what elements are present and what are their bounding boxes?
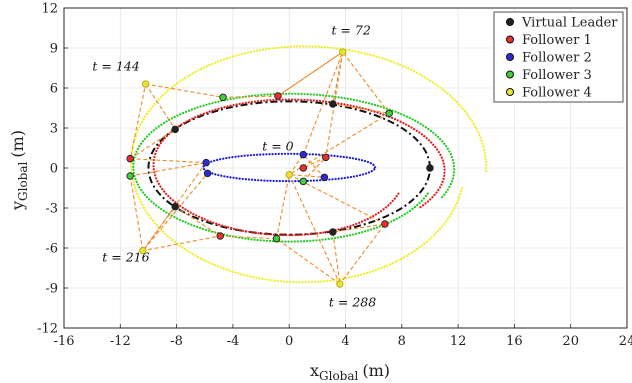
formation-markers-layer bbox=[126, 48, 434, 288]
marker-follower-2-t216 bbox=[202, 158, 210, 167]
legend-entry-follower-2: Follower 2 bbox=[506, 51, 592, 66]
x-tick-label: 16 bbox=[506, 334, 523, 349]
time-annotation: t = 288 bbox=[329, 295, 376, 310]
x-tick-label: -12 bbox=[110, 334, 131, 349]
legend-marker-follower-2 bbox=[506, 53, 514, 61]
y-axis-label-unit: (m) bbox=[8, 130, 27, 158]
svg-text:xGlobal(m): xGlobal (m) bbox=[310, 361, 390, 383]
y-axis-label-sub: Global bbox=[16, 161, 30, 200]
y-tick-label: -6 bbox=[45, 242, 58, 257]
legend-entry-follower-4: Follower 4 bbox=[506, 86, 592, 101]
legend-box bbox=[493, 11, 624, 103]
y-tick-label: -12 bbox=[37, 322, 58, 337]
time-annotation: t = 72 bbox=[331, 23, 370, 38]
trajectory-follower-3 bbox=[132, 92, 456, 243]
legend-label-virtual-leader: Virtual Leader bbox=[521, 16, 618, 31]
marker-virtual-leader-t288 bbox=[329, 228, 337, 236]
marker-follower-3-t72 bbox=[385, 109, 393, 118]
y-axis-label-var: y bbox=[8, 201, 27, 211]
marker-follower-4-t144 bbox=[141, 80, 150, 88]
x-axis-label-sub: Global bbox=[319, 369, 358, 383]
marker-follower-2-t0 bbox=[299, 150, 308, 159]
marker-follower-1-t0 bbox=[299, 164, 308, 172]
legend-marker-follower-4 bbox=[506, 88, 514, 96]
y-tick-label: 12 bbox=[41, 2, 58, 17]
x-tick-label: 4 bbox=[341, 334, 349, 349]
formation-link bbox=[220, 223, 387, 286]
marker-follower-1-t216 bbox=[216, 232, 224, 240]
time-annotation: t = 144 bbox=[92, 59, 139, 74]
legend-label-follower-1: Follower 1 bbox=[522, 33, 592, 48]
legend-marker-follower-3 bbox=[506, 70, 514, 79]
formation-link bbox=[142, 162, 209, 252]
x-tick-label: -8 bbox=[170, 334, 183, 349]
x-tick-label: 20 bbox=[562, 334, 579, 349]
y-tick-label: -9 bbox=[45, 282, 58, 297]
x-tick-label: 0 bbox=[285, 334, 293, 349]
legend-entry-follower-1: Follower 1 bbox=[506, 33, 592, 48]
legend-entry-follower-3: Follower 3 bbox=[506, 68, 592, 83]
x-tick-label: 12 bbox=[450, 334, 467, 349]
marker-virtual-leader-t72 bbox=[329, 100, 337, 108]
trajectory-follower-1 bbox=[152, 98, 446, 237]
trajectory-layer bbox=[130, 45, 488, 284]
x-tick-label: -4 bbox=[227, 334, 240, 349]
marker-follower-4-t216 bbox=[139, 247, 147, 255]
marker-virtual-leader-t144 bbox=[171, 125, 179, 134]
time-annotation: t = 0 bbox=[262, 139, 293, 154]
time-annotations: t = 72 t = 144 t = 0 t = 216 t = 288 bbox=[92, 23, 376, 310]
marker-virtual-leader-t0 bbox=[426, 164, 434, 172]
trajectory-follower-4 bbox=[130, 45, 488, 284]
marker-follower-3-t288 bbox=[272, 234, 281, 243]
legend-label-follower-2: Follower 2 bbox=[522, 51, 592, 66]
y-tick-label: 3 bbox=[50, 122, 58, 137]
x-tick-label: 24 bbox=[619, 334, 632, 349]
marker-follower-3-t216 bbox=[126, 172, 134, 180]
y-tick-label: 6 bbox=[50, 82, 58, 97]
formation-link bbox=[288, 153, 326, 178]
legend-marker-virtual-leader bbox=[506, 18, 514, 26]
marker-follower-4-t288 bbox=[336, 280, 344, 288]
legend-label-follower-3: Follower 3 bbox=[522, 68, 592, 83]
formation-link bbox=[129, 83, 176, 160]
time-annotation: t = 216 bbox=[102, 249, 149, 264]
x-axis-label-unit: (m) bbox=[362, 361, 390, 380]
x-axis-label: xGlobal (m) bbox=[310, 361, 390, 383]
marker-follower-3-t0 bbox=[299, 177, 308, 186]
legend-label-follower-4: Follower 4 bbox=[522, 86, 592, 101]
marker-follower-1-t288 bbox=[381, 220, 389, 228]
y-tick-label: 9 bbox=[50, 42, 58, 57]
trajectory-virtual-leader bbox=[147, 100, 431, 236]
x-tick-label: 8 bbox=[398, 334, 406, 349]
y-tick-label: 0 bbox=[50, 162, 58, 177]
x-axis-label-var: x bbox=[310, 361, 319, 380]
legend-entry-virtual-leader: Virtual Leader bbox=[506, 16, 618, 31]
svg-text:yGlobal(m): yGlobal (m) bbox=[8, 130, 30, 211]
y-axis-label: yGlobal (m) bbox=[8, 130, 30, 211]
y-tick-label: -3 bbox=[45, 202, 58, 217]
x-tick-label: -16 bbox=[54, 334, 75, 349]
marker-follower-1-t144 bbox=[126, 154, 134, 163]
marker-follower-1-t72 bbox=[274, 92, 282, 100]
marker-follower-1-t0 bbox=[322, 153, 330, 162]
marker-follower-4-t0 bbox=[285, 171, 293, 179]
marker-follower-2-t216 bbox=[203, 169, 212, 178]
formation-link bbox=[145, 51, 344, 98]
trajectory-follower-2 bbox=[202, 152, 377, 183]
marker-virtual-leader-t216 bbox=[171, 202, 179, 211]
legend-marker-follower-1 bbox=[506, 35, 514, 44]
marker-follower-4-t72 bbox=[339, 48, 347, 56]
marker-follower-2-t0 bbox=[320, 173, 329, 182]
marker-follower-3-t144 bbox=[219, 93, 227, 102]
legend: Virtual Leader Follower 1 Follower 2 Fol… bbox=[493, 11, 624, 103]
